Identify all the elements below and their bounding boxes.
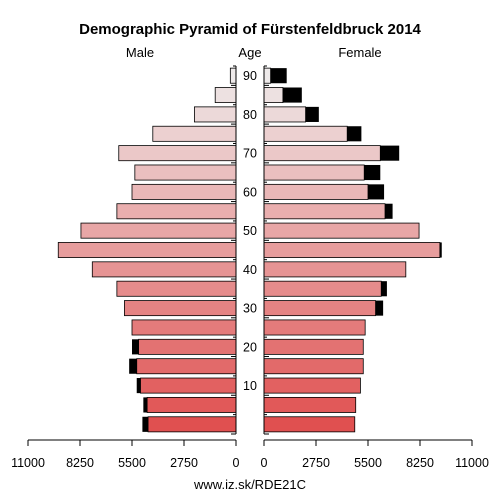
female-bar-65-69 (263, 164, 365, 181)
female-bar-60-64 (263, 183, 369, 200)
male-excess-bar-5-9 (143, 397, 148, 413)
x-tick-label-right: 2750 (302, 456, 330, 470)
female-excess-bar-60-64 (368, 184, 385, 200)
female-excess-bar-85-89 (282, 87, 302, 103)
male-excess-bar-0-4 (142, 416, 149, 432)
female-bar-0-4 (263, 416, 356, 433)
female-bar-25-29 (263, 319, 366, 336)
x-tick-label-left: 0 (233, 456, 240, 470)
x-tick-label-right: 11000 (455, 456, 489, 470)
female-excess-bar-90+ (270, 68, 287, 84)
male-bar-70-74 (118, 145, 237, 162)
x-tick-label-right: 5500 (354, 456, 382, 470)
age-label: 60 (243, 185, 257, 199)
male-bar-50-54 (80, 222, 237, 239)
x-tick-label-left: 8250 (66, 456, 94, 470)
age-label: 70 (243, 147, 257, 161)
x-tick-label-right: 0 (261, 456, 268, 470)
male-bar-40-44 (91, 261, 237, 278)
female-bar-55-59 (263, 203, 386, 220)
female-excess-bar-75-79 (347, 126, 362, 142)
axes-layer: 11000 8250 5500 2750 0 0 2750 5500 8250 11000 10 20… (11, 65, 489, 470)
male-bar-90+ (229, 67, 237, 84)
male-excess-bar-15-19 (129, 358, 137, 374)
male-bar-5-9 (146, 396, 237, 413)
female-bar-80-84 (263, 106, 306, 123)
male-bar-15-19 (136, 358, 237, 375)
female-bar-40-44 (263, 261, 407, 278)
male-bar-25-29 (131, 319, 237, 336)
age-label: 90 (243, 69, 257, 83)
female-excess-bar-45-49 (439, 242, 442, 258)
male-bar-10-14 (140, 377, 237, 394)
female-excess-bar-35-39 (381, 281, 387, 297)
male-bar-75-79 (152, 125, 237, 142)
female-excess-bar-30-34 (375, 300, 384, 316)
x-tick-label-left: 5500 (118, 456, 146, 470)
male-header: Male (126, 45, 154, 60)
male-bar-35-39 (116, 280, 237, 297)
male-bar-30-34 (124, 300, 237, 317)
female-bar-15-19 (263, 358, 364, 375)
age-header: Age (238, 45, 261, 60)
female-bar-10-14 (263, 377, 361, 394)
female-bar-70-74 (263, 145, 381, 162)
female-excess-bar-65-69 (364, 164, 381, 181)
age-label: 30 (243, 302, 257, 316)
female-excess-bar-70-74 (380, 145, 400, 161)
age-label: 10 (243, 379, 257, 393)
male-bar-20-24 (138, 338, 237, 355)
chart-title: Demographic Pyramid of Fürstenfeldbruck … (79, 21, 421, 38)
age-label: 20 (243, 340, 257, 354)
female-bar-30-34 (263, 300, 376, 317)
female-bar-35-39 (263, 280, 382, 297)
age-label: 80 (243, 108, 257, 122)
male-bar-0-4 (147, 416, 237, 433)
female-header: Female (338, 45, 381, 60)
male-bar-80-84 (193, 106, 237, 123)
male-bar-45-49 (57, 242, 237, 258)
female-excess-bar-55-59 (385, 203, 393, 219)
age-label: 40 (243, 263, 257, 277)
female-bar-90+ (263, 67, 272, 84)
x-tick-label-left: 2750 (170, 456, 198, 470)
female-bar-85-89 (263, 87, 284, 104)
female-excess-bar-80-84 (305, 106, 319, 122)
male-bar-65-69 (134, 164, 237, 181)
male-excess-bar-10-14 (136, 378, 141, 394)
bars-layer (57, 67, 442, 433)
female-bar-5-9 (263, 396, 357, 413)
source-caption: www.iz.sk/RDE21C (193, 477, 306, 492)
male-bar-60-64 (131, 183, 237, 200)
female-bar-50-54 (263, 222, 420, 239)
female-bar-45-49 (263, 242, 441, 258)
female-bar-20-24 (263, 338, 364, 355)
male-excess-bar-20-24 (132, 339, 139, 355)
age-label: 50 (243, 224, 257, 238)
female-bar-75-79 (263, 125, 348, 142)
x-tick-label-right: 8250 (406, 456, 434, 470)
male-bar-55-59 (116, 203, 237, 220)
male-bar-85-89 (214, 87, 237, 104)
x-tick-label-left: 11000 (11, 456, 45, 470)
